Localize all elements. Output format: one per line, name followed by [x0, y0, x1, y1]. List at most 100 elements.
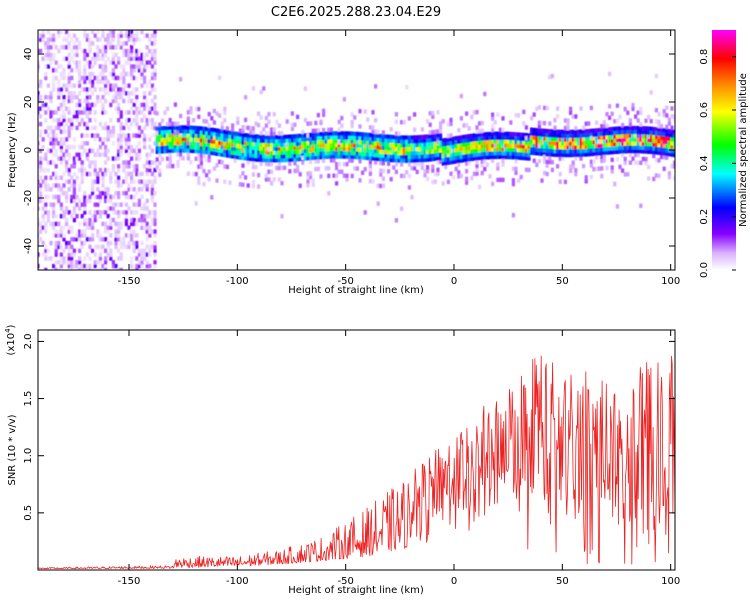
spectrogram-cell	[39, 48, 43, 54]
spectrogram-cell	[114, 98, 118, 104]
spectrogram-cell	[132, 56, 136, 61]
spectrogram-cell	[104, 68, 108, 73]
spectrogram-cell	[275, 135, 279, 140]
spectrogram-cell	[480, 120, 484, 126]
spectrogram-cell	[501, 147, 505, 152]
spectrogram-cell	[332, 139, 336, 144]
spectrogram-cell	[472, 144, 476, 150]
spectrogram-cell	[290, 157, 294, 162]
spectrogram-cell	[280, 138, 284, 144]
spectrogram-cell	[119, 252, 123, 257]
spectrogram-cell	[72, 179, 76, 184]
spectrogram-cell	[41, 252, 45, 257]
spectrogram-cell	[405, 154, 409, 159]
spectrogram-cell	[647, 134, 651, 139]
spectrogram-cell	[233, 139, 237, 144]
spectrogram-cell	[439, 144, 443, 149]
spectrogram-cell	[413, 162, 417, 167]
spectrogram-cell	[173, 136, 177, 142]
spectrogram-cell	[93, 52, 97, 58]
spectrogram-cell	[537, 143, 541, 148]
spectrogram-cell	[384, 153, 388, 158]
spectrogram-cell	[540, 147, 544, 153]
spectrogram-cell	[137, 110, 141, 115]
spectrogram-cell	[436, 156, 440, 161]
spectrogram-cell	[569, 106, 573, 112]
spectrogram-cell	[119, 41, 123, 46]
spectrogram-cell	[65, 221, 69, 227]
spectrogram-cell	[143, 106, 147, 111]
spectrogram-cell	[540, 128, 544, 133]
spectrogram-cell	[114, 91, 118, 96]
spectrogram-cell	[91, 79, 95, 84]
spectrogram-cell	[602, 123, 606, 129]
spectrogram-cell	[88, 194, 92, 200]
spectrogram-cell	[574, 145, 578, 150]
spectrogram-cell	[379, 168, 383, 173]
snr-series-line	[38, 355, 675, 570]
spectrogram-cell	[306, 175, 310, 180]
spectrogram-cell	[93, 87, 97, 92]
spectrogram-cell	[207, 146, 211, 151]
spectrogram-cell	[413, 135, 417, 140]
spectrogram-cell	[137, 106, 141, 111]
spectrogram-cell	[145, 60, 149, 65]
spectrogram-cell	[85, 121, 89, 127]
spectrogram-cell	[46, 83, 50, 88]
spectrogram-cell	[665, 147, 669, 153]
spectrogram-cell	[44, 221, 48, 227]
spectrogram-cell	[563, 149, 567, 154]
spectrogram-cell	[132, 75, 136, 81]
spectrogram-cell	[530, 150, 534, 155]
spectrogram-cell	[644, 160, 648, 166]
spectrogram-cell	[511, 155, 515, 160]
spectrogram-cell	[449, 140, 453, 146]
spectrogram-cell	[431, 110, 435, 116]
spectrogram-cell	[140, 118, 144, 123]
spectrogram-cell	[184, 140, 188, 146]
spectrogram-cell	[109, 33, 113, 38]
spectrogram-cell	[358, 109, 362, 114]
spectrogram-cell	[52, 75, 56, 81]
spectrogram-cell	[350, 131, 354, 136]
spectrogram-cell	[272, 146, 276, 151]
spectrogram-cell	[636, 125, 640, 131]
spectrogram-cell	[285, 134, 289, 140]
spectrogram-cell	[431, 114, 435, 119]
spectrogram-cell	[270, 146, 274, 151]
spectrogram-cell	[439, 140, 443, 145]
spectrogram-cell	[38, 60, 40, 65]
spectrogram-cell	[517, 136, 521, 141]
spectrogram-cell	[446, 145, 450, 150]
spectrogram-cell	[556, 114, 560, 119]
spectrogram-cell	[104, 125, 108, 131]
spectrogram-cell	[65, 30, 69, 35]
spectrogram-cell	[264, 131, 268, 136]
spectrogram-cell	[550, 133, 554, 138]
spectrogram-cell	[558, 129, 562, 135]
spectrogram-cell	[556, 152, 560, 157]
spectrogram-cell	[639, 141, 643, 146]
spectrogram-cell	[52, 52, 56, 58]
spectrogram-cell	[192, 148, 196, 154]
spectrogram-cell	[407, 150, 411, 156]
spectrogram-cell	[140, 187, 144, 192]
spectrogram-cell	[296, 157, 300, 162]
spectrogram-cell	[57, 267, 61, 270]
spectrogram-cell	[262, 154, 266, 159]
spectrogram-cell	[405, 146, 409, 152]
spectrogram-cell	[501, 150, 505, 156]
spectrogram-cell	[46, 64, 50, 69]
spectrogram-cell	[667, 132, 671, 138]
spectrogram-cell	[517, 132, 521, 137]
spectrogram-cell	[665, 140, 669, 145]
spectrogram-cell	[109, 171, 113, 177]
spectrogram-cell	[168, 121, 172, 127]
spectrogram-cell	[52, 137, 56, 142]
spectrogram-cell	[38, 206, 40, 211]
spectrogram-cell	[530, 135, 534, 140]
spectrogram-cell	[104, 110, 108, 115]
spectrogram-cell	[130, 267, 134, 270]
spectrogram-cell	[496, 112, 500, 117]
spectrogram-cell	[135, 98, 139, 104]
